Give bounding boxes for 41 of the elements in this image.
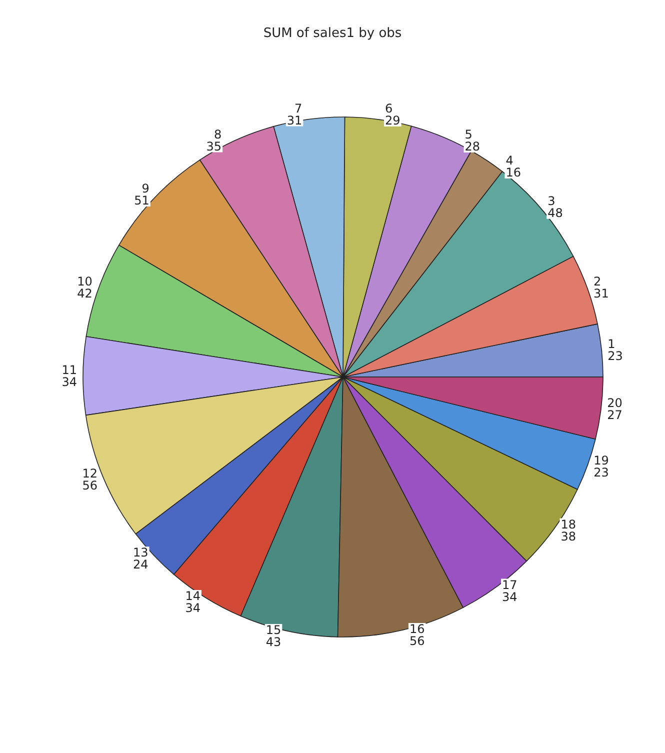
data-label: 24 bbox=[133, 558, 148, 572]
slice-label: 1 bbox=[608, 336, 616, 351]
data-label: 16 bbox=[506, 165, 521, 180]
slice-label: 3 bbox=[548, 194, 556, 208]
slice-label: 15 bbox=[266, 623, 282, 638]
chart-title: SUM of sales1 by obs bbox=[263, 26, 402, 41]
data-label: 34 bbox=[185, 601, 200, 616]
data-label: 38 bbox=[560, 529, 576, 544]
slice-label: 7 bbox=[294, 101, 302, 116]
data-label: 29 bbox=[385, 113, 400, 128]
data-label: 31 bbox=[594, 286, 609, 301]
data-label: 56 bbox=[409, 634, 425, 648]
slice-label: 5 bbox=[464, 127, 472, 142]
slice-label: 13 bbox=[133, 546, 148, 560]
data-label: 34 bbox=[502, 590, 518, 604]
data-label: 23 bbox=[594, 465, 609, 480]
slice-label: 12 bbox=[82, 466, 98, 481]
slice-label: 8 bbox=[214, 127, 222, 142]
slice-label: 14 bbox=[185, 589, 200, 604]
slice-label: 9 bbox=[142, 181, 150, 196]
slice-label: 19 bbox=[594, 453, 609, 468]
slice-label: 18 bbox=[560, 517, 576, 532]
data-label: 56 bbox=[82, 478, 98, 493]
slice-label: 10 bbox=[77, 274, 92, 289]
data-label: 31 bbox=[286, 113, 302, 128]
slice-label: 16 bbox=[409, 622, 425, 636]
slice-label: 2 bbox=[594, 274, 602, 289]
slice-label: 11 bbox=[62, 362, 78, 377]
slice-label: 17 bbox=[502, 578, 518, 592]
slice-label: 6 bbox=[385, 101, 393, 116]
data-label: 34 bbox=[62, 374, 78, 389]
data-label: 27 bbox=[607, 408, 622, 422]
data-label: 35 bbox=[206, 139, 222, 154]
data-label: 42 bbox=[77, 286, 92, 301]
data-label: 43 bbox=[266, 635, 282, 650]
data-label: 51 bbox=[134, 193, 150, 208]
data-label: 23 bbox=[608, 348, 623, 363]
slice-label: 4 bbox=[506, 153, 514, 168]
data-label: 48 bbox=[548, 206, 563, 220]
data-label: 28 bbox=[464, 139, 480, 154]
slice-label: 20 bbox=[607, 396, 622, 410]
